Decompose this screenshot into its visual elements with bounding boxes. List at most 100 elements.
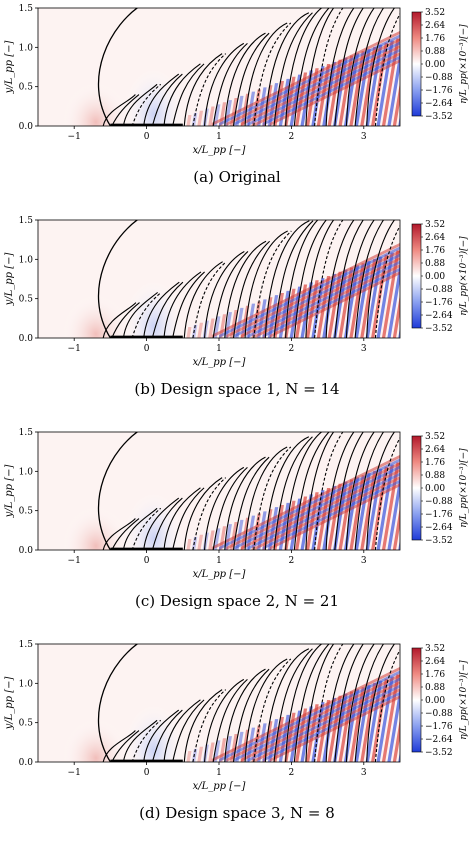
- colorbar-tick-label: −3.52: [425, 324, 453, 334]
- x-tick-label: 3: [361, 132, 367, 142]
- y-tick-label: 0.0: [19, 334, 34, 344]
- colorbar-tick-label: −2.64: [425, 311, 453, 321]
- colorbar-tick-label: −3.52: [425, 112, 453, 122]
- y-tick-label: 0.5: [19, 295, 34, 305]
- colorbar-tick-label: 1.76: [425, 34, 445, 44]
- contour-lines: [97, 220, 400, 338]
- colorbar-tick-label: −2.64: [425, 735, 453, 745]
- contour-lines: [97, 432, 400, 550]
- panel-d: −1 0 1 2 3 0.0 0.5 1.0 1.5 x/L_pp [−] y/L_pp [−] 3.…: [0, 636, 474, 848]
- y-tick-label: 0.5: [19, 719, 34, 729]
- y-axis-label: y/L_pp [−]: [4, 40, 15, 94]
- x-tick-label: 3: [361, 344, 367, 354]
- panel-caption: (b) Design space 1, N = 14: [134, 380, 340, 398]
- x-tick-label: 2: [289, 132, 295, 142]
- x-tick-label: 1: [216, 768, 222, 778]
- colorbar-tick-label: −0.88: [425, 709, 453, 719]
- y-tick-label: 0.0: [19, 758, 34, 768]
- colorbar-tick-label: −1.76: [425, 510, 453, 520]
- x-tick-label: −1: [68, 768, 81, 778]
- colorbar-tick-label: −1.76: [425, 722, 453, 732]
- colorbar-tick-label: 0.88: [425, 47, 445, 57]
- y-axis-label: y/L_pp [−]: [4, 252, 15, 306]
- colorbar: [411, 435, 422, 541]
- panel-c: −1 0 1 2 3 0.0 0.5 1.0 1.5 x/L_pp [−] y/L_pp [−] 3.…: [0, 424, 474, 636]
- x-tick-label: 0: [144, 768, 150, 778]
- colorbar-tick-label: −1.76: [425, 86, 453, 96]
- x-tick-label: 0: [144, 556, 150, 566]
- x-axis-label: x/L_pp [−]: [193, 357, 246, 368]
- y-tick-label: 1.0: [19, 255, 34, 265]
- colorbar-tick-label: 2.64: [425, 21, 445, 31]
- panel-caption: (d) Design space 3, N = 8: [139, 804, 335, 822]
- x-tick-label: 2: [289, 344, 295, 354]
- wave-field: [38, 432, 400, 550]
- colorbar-tick-label: 3.52: [425, 432, 445, 442]
- x-axis-label: x/L_pp [−]: [193, 781, 246, 792]
- colorbar-tick-label: −2.64: [425, 523, 453, 533]
- colorbar-tick-label: 0.88: [425, 471, 445, 481]
- colorbar-tick-label: −0.88: [425, 497, 453, 507]
- colorbar-tick-label: 0.00: [425, 272, 445, 282]
- y-tick-label: 1.5: [19, 640, 34, 650]
- colorbar-tick-label: 3.52: [425, 644, 445, 654]
- x-tick-label: −1: [68, 344, 81, 354]
- y-tick-label: 0.0: [19, 122, 34, 132]
- y-tick-label: 1.5: [19, 4, 34, 14]
- wave-elevation-plot-d: −1 0 1 2 3 0.0 0.5 1.0 1.5 x/L_pp [−] y/L_pp [−] 3.…: [4, 640, 469, 792]
- x-axis-label: x/L_pp [−]: [193, 145, 246, 156]
- x-tick-label: 3: [361, 768, 367, 778]
- colorbar-tick-label: −1.76: [425, 298, 453, 308]
- colorbar-tick-label: 2.64: [425, 233, 445, 243]
- y-tick-label: 0.5: [19, 83, 34, 93]
- wave-elevation-plot-b: −1 0 1 2 3 0.0 0.5 1.0 1.5 x/L_pp [−] y/L_pp [−] 3.…: [4, 216, 469, 368]
- panel-caption: (a) Original: [193, 168, 281, 186]
- x-tick-label: 1: [216, 132, 222, 142]
- colorbar: [411, 11, 422, 117]
- colorbar: [411, 647, 422, 753]
- contour-lines: [97, 8, 400, 126]
- y-tick-label: 0.5: [19, 507, 34, 517]
- wave-field: [38, 220, 400, 338]
- colorbar-tick-label: 0.88: [425, 259, 445, 269]
- colorbar-tick-label: 0.00: [425, 484, 445, 494]
- panel-caption: (c) Design space 2, N = 21: [135, 592, 339, 610]
- x-tick-label: −1: [68, 556, 81, 566]
- colorbar-tick-label: 3.52: [425, 220, 445, 230]
- wave-elevation-plot-c: −1 0 1 2 3 0.0 0.5 1.0 1.5 x/L_pp [−] y/L_pp [−] 3.…: [4, 428, 469, 580]
- colorbar-tick-label: −3.52: [425, 536, 453, 546]
- contour-lines: [97, 644, 400, 762]
- colorbar-tick-label: −0.88: [425, 285, 453, 295]
- y-tick-label: 0.0: [19, 546, 34, 556]
- colorbar-tick-label: −2.64: [425, 99, 453, 109]
- x-tick-label: 1: [216, 344, 222, 354]
- colorbar-tick-label: 0.00: [425, 696, 445, 706]
- colorbar-tick-label: 1.76: [425, 670, 445, 680]
- x-tick-label: 3: [361, 556, 367, 566]
- colorbar-tick-label: 3.52: [425, 8, 445, 18]
- colorbar-tick-label: −3.52: [425, 748, 453, 758]
- colorbar-tick-label: 0.88: [425, 683, 445, 693]
- panel-a: −1 0 1 2 3 0.0 0.5 1.0 1.5 x/L_pp [−] y/L_pp [−] 3.…: [0, 0, 474, 212]
- y-axis-label: y/L_pp [−]: [4, 676, 15, 730]
- wave-field: [38, 8, 400, 126]
- colorbar-tick-label: 2.64: [425, 657, 445, 667]
- panel-b: −1 0 1 2 3 0.0 0.5 1.0 1.5 x/L_pp [−] y/L_pp [−] 3.…: [0, 212, 474, 424]
- x-tick-label: 2: [289, 556, 295, 566]
- y-axis-label: y/L_pp [−]: [4, 464, 15, 518]
- x-tick-label: 0: [144, 132, 150, 142]
- colorbar-label: η/L_pp(×10⁻³)[−]: [458, 448, 469, 528]
- colorbar-tick-label: −0.88: [425, 73, 453, 83]
- colorbar-label: η/L_pp(×10⁻³)[−]: [458, 236, 469, 316]
- colorbar-tick-label: 1.76: [425, 246, 445, 256]
- colorbar-label: η/L_pp(×10⁻³)[−]: [458, 24, 469, 104]
- y-tick-label: 1.5: [19, 216, 34, 226]
- x-tick-label: 2: [289, 768, 295, 778]
- y-tick-label: 1.0: [19, 679, 34, 689]
- y-tick-label: 1.5: [19, 428, 34, 438]
- x-tick-label: −1: [68, 132, 81, 142]
- wave-field: [38, 644, 400, 762]
- x-axis-label: x/L_pp [−]: [193, 569, 246, 580]
- colorbar-tick-label: 0.00: [425, 60, 445, 70]
- x-tick-label: 1: [216, 556, 222, 566]
